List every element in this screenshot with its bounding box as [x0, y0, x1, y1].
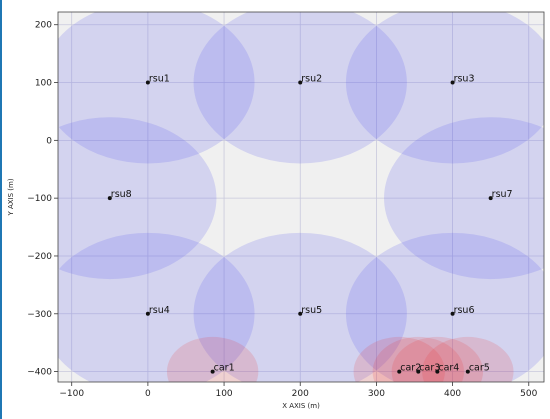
rsu-coverage-area — [193, 232, 407, 382]
ticks: −100 0 100 200 300 400 500 200 100 0 −100 −200 −300 −… — [27, 21, 537, 399]
y-tick-label: 100 — [35, 79, 52, 89]
x-tick-label: −100 — [59, 389, 84, 399]
car-point — [416, 369, 421, 374]
car-label: car4 — [438, 363, 459, 374]
rsu-coverage-area — [384, 117, 544, 280]
rsu-point — [450, 311, 455, 316]
rsu-coverage-area — [345, 232, 544, 382]
markers: rsu1 rsu2 rsu3 rsu4 rsu5 rsu6 rsu7 rsu8 car1 car2… — [107, 74, 513, 374]
y-tick-label: −100 — [27, 194, 52, 204]
y-tick-label: −400 — [27, 368, 52, 378]
rsu-point — [450, 80, 455, 85]
rsu-label: rsu5 — [301, 305, 322, 316]
x-tick-label: 500 — [520, 389, 537, 399]
car-label: car3 — [419, 363, 440, 374]
car-point — [210, 369, 215, 374]
car-coverage-area — [353, 336, 445, 382]
plot-frame — [57, 11, 545, 383]
rsu-point — [145, 311, 150, 316]
rsu-coverage-area — [345, 12, 544, 164]
car-label: car2 — [400, 363, 421, 374]
car-coverage-area — [372, 336, 465, 382]
rsu-label: rsu2 — [301, 74, 322, 85]
rsu-point — [145, 80, 150, 85]
rsu-coverage-area — [58, 117, 217, 280]
y-axis-label: Y AXIS (m) — [7, 178, 15, 216]
car-coverage-area — [166, 336, 259, 382]
rsu-point — [488, 196, 493, 201]
car-label: car5 — [469, 363, 490, 374]
car-point — [465, 369, 470, 374]
x-axis-label: X AXIS (m) — [282, 402, 320, 410]
x-tick-label: 100 — [215, 389, 232, 399]
y-tick-label: 200 — [35, 21, 52, 31]
rsu-point — [107, 196, 112, 201]
rsu-label: rsu1 — [149, 74, 170, 85]
y-tick-label: 0 — [46, 136, 52, 146]
car-coverage-area — [391, 336, 484, 382]
rsu-point — [298, 311, 303, 316]
rsu-label: rsu6 — [454, 305, 475, 316]
rsu-coverage-area — [58, 232, 255, 382]
rsu-label: rsu7 — [492, 189, 513, 200]
x-tick-label: 300 — [368, 389, 385, 399]
car-point — [435, 369, 440, 374]
plot-area — [58, 12, 544, 382]
car-point — [397, 369, 402, 374]
x-tick-label: 200 — [292, 389, 309, 399]
rsu-label: rsu3 — [454, 74, 475, 85]
x-tick-label: 400 — [444, 389, 461, 399]
rsu-point — [298, 80, 303, 85]
y-tick-label: −200 — [27, 252, 52, 262]
car-label: car1 — [214, 363, 235, 374]
rsu-label: rsu4 — [149, 305, 170, 316]
grid — [58, 12, 544, 382]
x-tick-label: 0 — [145, 389, 151, 399]
rsu-coverage-area — [193, 12, 407, 164]
rsu-coverage-area — [58, 12, 255, 164]
car-coverage-area — [422, 336, 514, 382]
rsu-label: rsu8 — [111, 189, 132, 200]
coverage-areas — [58, 12, 544, 382]
y-tick-label: −300 — [27, 310, 52, 320]
